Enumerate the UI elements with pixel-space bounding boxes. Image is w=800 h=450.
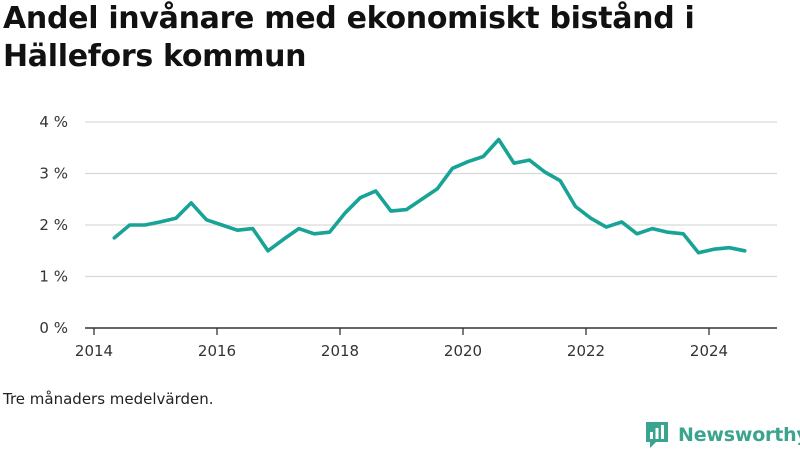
newsworthy-logo-icon — [646, 422, 668, 448]
x-tick-label: 2022 — [567, 342, 605, 360]
y-tick-label: 2 % — [39, 216, 68, 234]
x-tick-label: 2018 — [321, 342, 359, 360]
x-tick-label: 2014 — [75, 342, 113, 360]
series-line-0 — [112, 137, 747, 255]
y-tick-label: 4 % — [39, 113, 68, 131]
y-tick-label: 0 % — [39, 319, 68, 337]
chart-title: Andel invånare med ekonomiskt bistånd i … — [3, 1, 695, 74]
x-tick-label: 2016 — [198, 342, 236, 360]
grid-lines — [85, 121, 777, 278]
x-tick-label: 2020 — [444, 342, 482, 360]
brand-name: Newsworthy — [678, 424, 800, 446]
y-axis-tick-labels: 0 % 1 % 2 % 3 % 4 % — [39, 113, 68, 337]
chart-caption: Tre månaders medelvärden. — [3, 390, 214, 408]
y-tick-label: 3 % — [39, 165, 68, 183]
x-tick-label: 2024 — [690, 342, 728, 360]
series-lines — [112, 137, 747, 255]
y-tick-label: 1 % — [39, 268, 68, 286]
newsworthy-logo: Newsworthy — [644, 420, 800, 450]
x-axis: 2014 2016 2018 2020 2022 2024 — [75, 327, 777, 360]
